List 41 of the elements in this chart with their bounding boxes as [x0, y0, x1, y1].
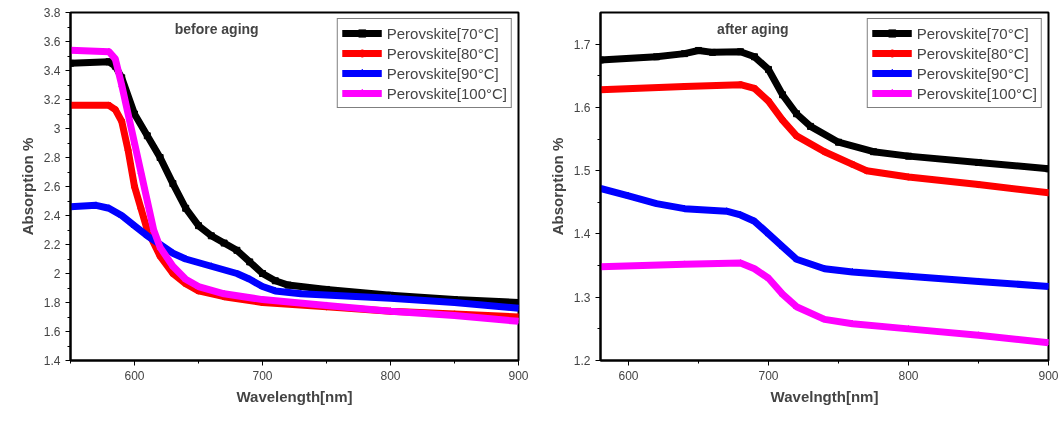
x-tick-label: 900	[1038, 368, 1059, 383]
x-tick-label: 800	[380, 368, 401, 383]
y-tick-label: 3.8	[43, 6, 61, 20]
y-tick-label: 1.3	[573, 290, 591, 305]
legend-label: Perovskite[90°C]	[916, 63, 1029, 83]
y-tick-label: 1.4	[43, 354, 61, 368]
y-tick-label: 1.8	[43, 296, 61, 310]
y-tick-label: 3	[53, 122, 61, 136]
y-tick-label: 2	[53, 267, 61, 281]
x-tick-label: 900	[508, 368, 529, 383]
legend-label: Perovskite[100°C]	[386, 83, 507, 103]
x-tick-label: 700	[758, 368, 779, 383]
y-tick-label: 2.2	[43, 238, 61, 252]
legend-label: Perovskite[100°C]	[916, 83, 1037, 103]
y-tick-label: 3.2	[43, 93, 61, 107]
x-axis-title: Wavelength[nm]	[236, 387, 353, 405]
y-tick-label: 1.5	[573, 164, 591, 179]
y-tick-label: 2.8	[43, 151, 61, 165]
y-tick-label: 2.6	[43, 180, 61, 194]
y-tick-label: 1.6	[43, 325, 61, 339]
legend-label: Perovskite[90°C]	[386, 63, 499, 83]
text: before aging	[174, 21, 259, 38]
legend-label: Perovskite[70°C]	[386, 23, 499, 43]
x-tick-label: 600	[618, 368, 639, 383]
legend-label: Perovskite[80°C]	[386, 43, 499, 63]
legend-label: Perovskite[70°C]	[916, 23, 1029, 43]
text: after aging	[717, 21, 789, 38]
x-tick-label: 800	[898, 368, 919, 383]
y-tick-label: 3.4	[43, 64, 61, 78]
y-tick-label: 1.7	[573, 37, 591, 52]
y-tick-label: 3.6	[43, 35, 61, 49]
y-tick-label: 1.2	[573, 354, 591, 368]
y-axis-title: Absorption %	[548, 137, 566, 236]
legend-label: Perovskite[80°C]	[916, 43, 1029, 63]
y-tick-label: 2.4	[43, 209, 61, 223]
x-axis-title: Wavelngth[nm]	[770, 387, 879, 405]
y-tick-label: 1.6	[573, 100, 591, 115]
x-tick-label: 600	[124, 368, 145, 383]
y-tick-label: 1.4	[573, 227, 591, 242]
x-tick-label: 700	[252, 368, 273, 383]
y-axis-title: Absorption %	[18, 137, 36, 236]
